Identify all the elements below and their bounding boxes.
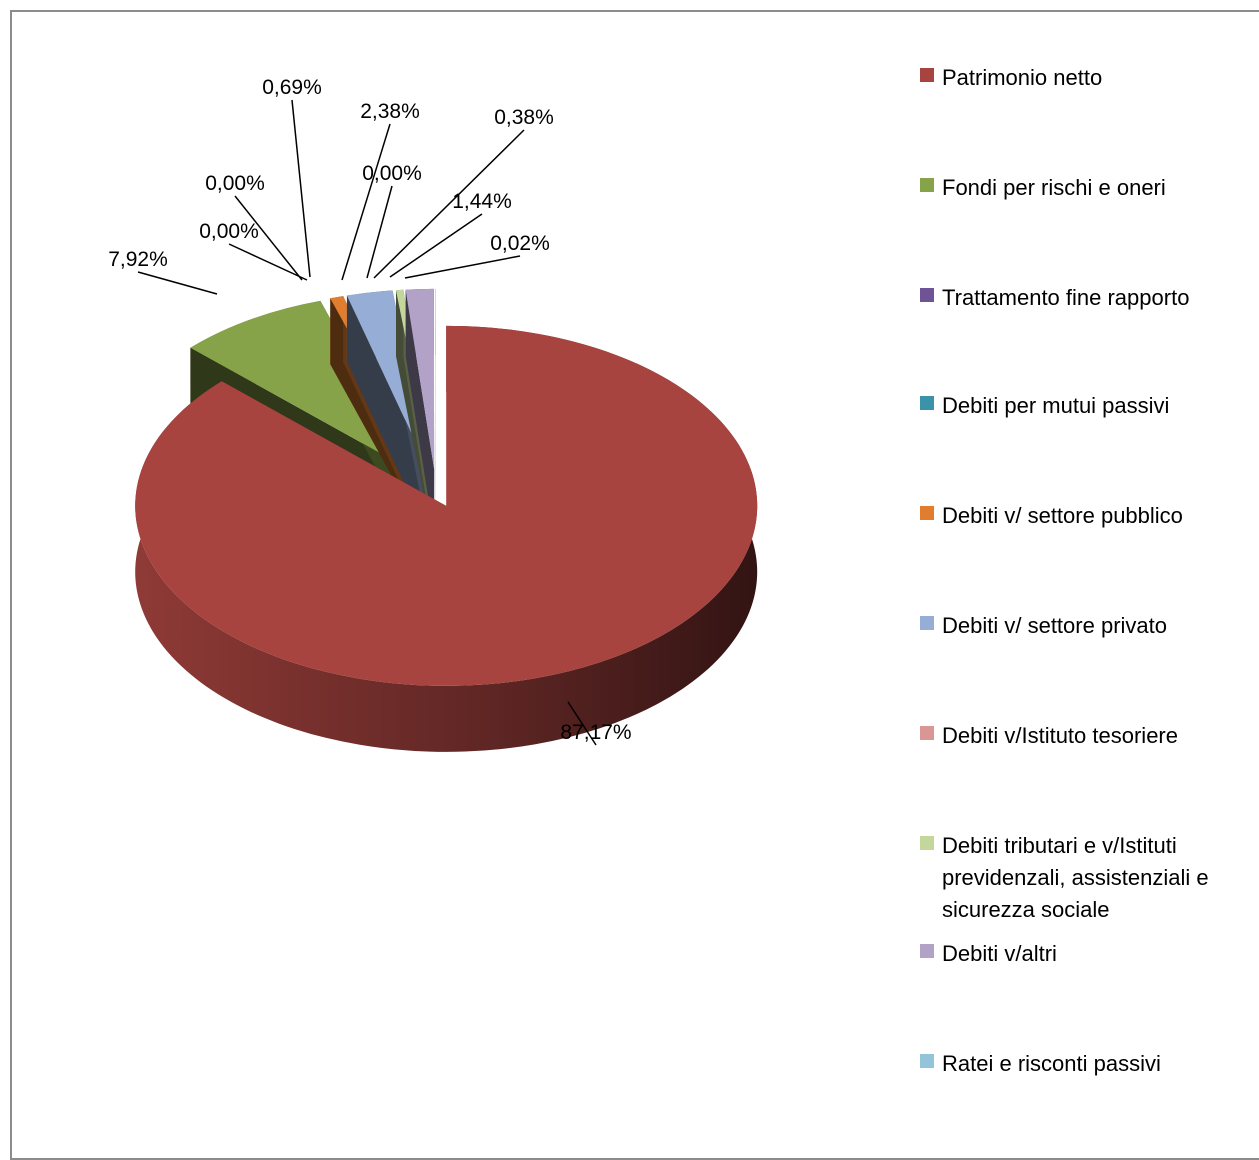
- legend-item: Debiti v/ settore privato: [920, 610, 1259, 642]
- data-label: 0,00%: [362, 162, 422, 185]
- legend-swatch: [920, 944, 934, 958]
- data-label: 0,00%: [205, 172, 265, 195]
- pie-chart: 87,17% 7,92% 0,00% 0,00% 0,69% 2,38% 0,00% 0,38…: [12, 12, 912, 1152]
- data-label: 2,38%: [360, 100, 420, 123]
- leader-line: [342, 124, 390, 280]
- legend-swatch: [920, 288, 934, 302]
- legend-swatch: [920, 506, 934, 520]
- legend-item: Debiti tributari e v/Istituti previdenza…: [920, 830, 1259, 926]
- legend-label: Debiti v/Istituto tesoriere: [942, 720, 1178, 752]
- data-label: 87,17%: [560, 721, 631, 744]
- data-label: 0,38%: [494, 106, 554, 129]
- legend-label: Trattamento fine rapporto: [942, 282, 1189, 314]
- chart-frame: 87,17% 7,92% 0,00% 0,00% 0,69% 2,38% 0,00% 0,38…: [10, 10, 1259, 1160]
- data-label: 0,69%: [262, 76, 322, 99]
- legend-item: Fondi per rischi e oneri: [920, 172, 1259, 204]
- legend-swatch: [920, 836, 934, 850]
- legend-item: Ratei e risconti passivi: [920, 1048, 1259, 1080]
- pie-slice: [135, 326, 757, 752]
- legend-item: Debiti v/altri: [920, 938, 1259, 970]
- legend-item: Trattamento fine rapporto: [920, 282, 1259, 314]
- legend-swatch: [920, 68, 934, 82]
- data-label: 7,92%: [108, 248, 168, 271]
- legend-swatch: [920, 726, 934, 740]
- data-label: 1,44%: [452, 190, 512, 213]
- legend-label: Patrimonio netto: [942, 62, 1102, 94]
- legend-item: Patrimonio netto: [920, 62, 1259, 94]
- legend-item: Debiti per mutui passivi: [920, 390, 1259, 422]
- data-label: 0,00%: [199, 220, 259, 243]
- legend-item: Debiti v/ settore pubblico: [920, 500, 1259, 532]
- leader-line: [229, 244, 307, 280]
- legend-label: Debiti tributari e v/Istituti previdenza…: [942, 830, 1259, 926]
- legend-swatch: [920, 616, 934, 630]
- legend-label: Debiti v/ settore pubblico: [942, 500, 1183, 532]
- legend-label: Fondi per rischi e oneri: [942, 172, 1166, 204]
- data-label: 0,02%: [490, 232, 550, 255]
- legend-item: Debiti v/Istituto tesoriere: [920, 720, 1259, 752]
- leader-line: [292, 100, 310, 277]
- leader-line: [390, 214, 482, 277]
- legend-swatch: [920, 1054, 934, 1068]
- legend-swatch: [920, 178, 934, 192]
- leader-line: [138, 272, 217, 294]
- legend-label: Debiti v/ settore privato: [942, 610, 1167, 642]
- legend-swatch: [920, 396, 934, 410]
- legend-label: Debiti per mutui passivi: [942, 390, 1169, 422]
- legend-label: Ratei e risconti passivi: [942, 1048, 1161, 1080]
- legend-label: Debiti v/altri: [942, 938, 1057, 970]
- leader-line: [405, 256, 520, 278]
